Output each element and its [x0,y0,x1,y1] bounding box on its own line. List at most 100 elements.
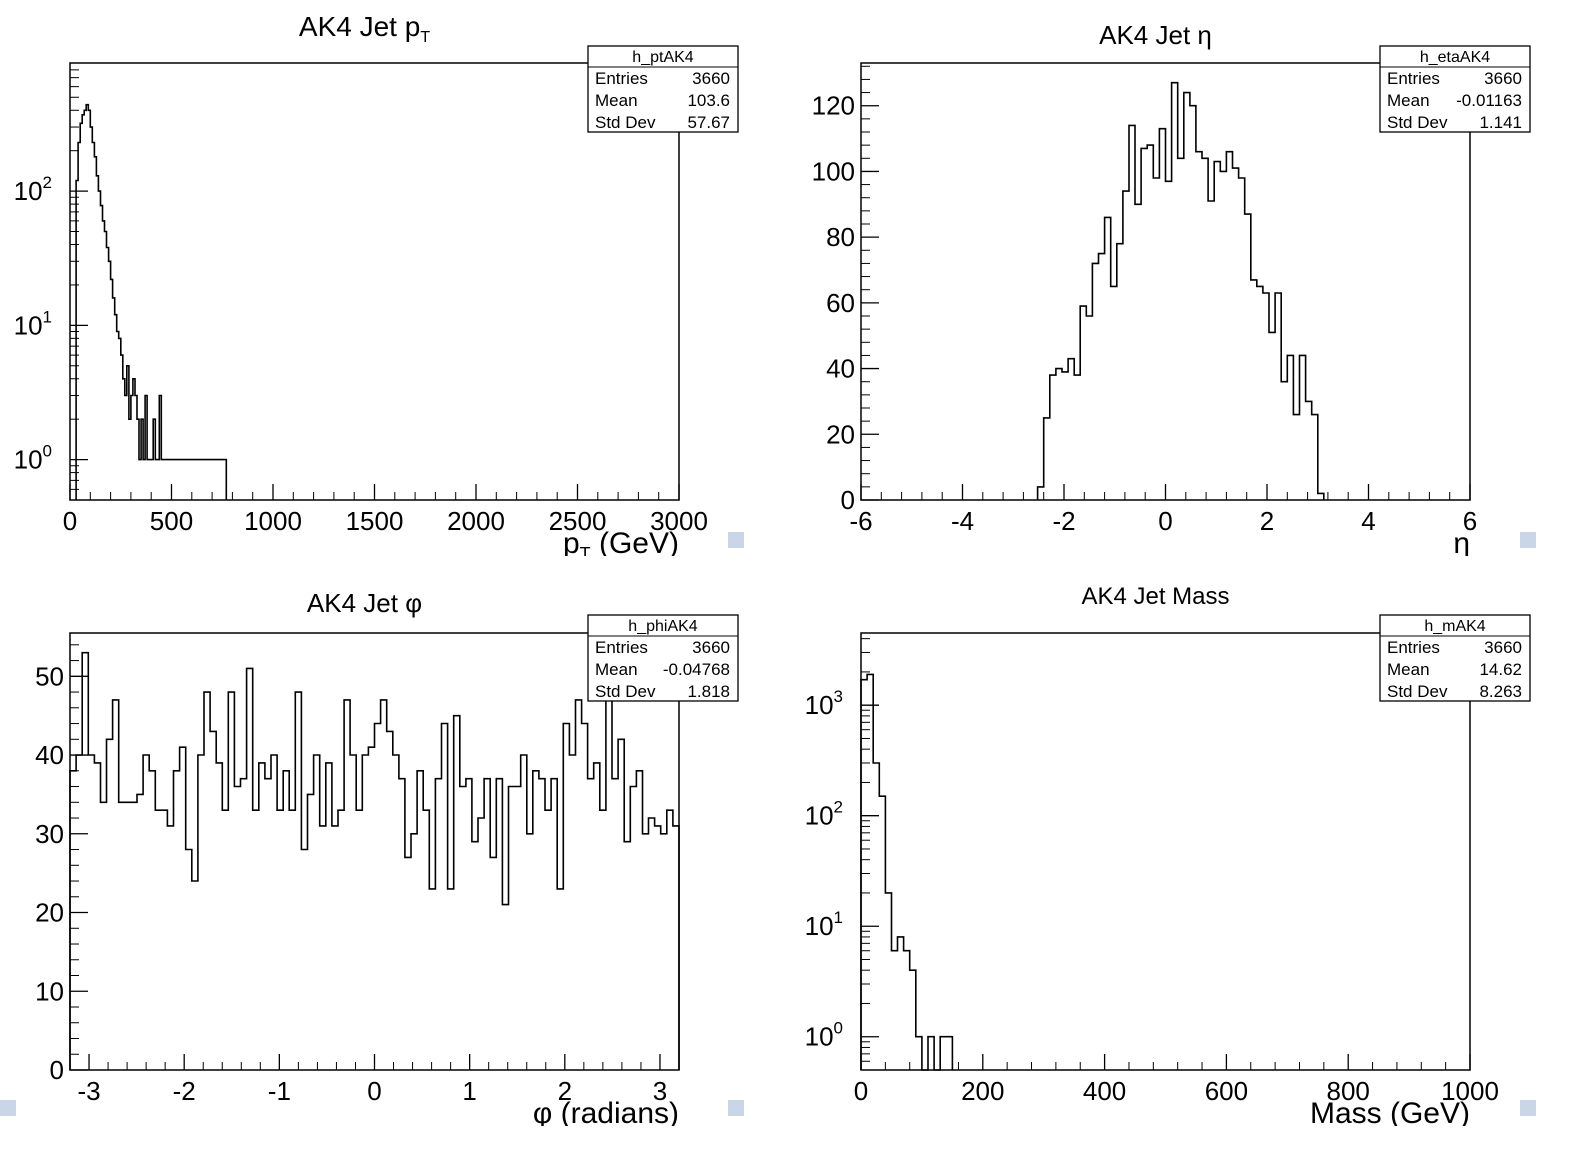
histogram-panel-3: AK4 Jet φ-3 -2 -1 0 1 2 301020304050h_phiAK4En… [35,588,739,1130]
histogram-bin [184,460,186,500]
histogram-bin [216,763,222,1070]
stats-value-entries: 3660 [692,638,730,657]
chart-title: AK4 Jet η [1099,20,1212,50]
histogram-bin [1232,168,1238,500]
x-axis-label-main: p [563,527,580,560]
stats-label-std_dev: Std Dev [595,113,656,132]
canvas-corner-handle [1520,532,1536,548]
stats-value-std_dev: 8.263 [1479,682,1522,701]
stats-value-entries: 3660 [1484,638,1522,657]
histogram-bin [265,779,271,1070]
stats-label-mean: Mean [1387,91,1430,110]
histogram-bin [417,771,423,1070]
histogram-bin [1306,401,1312,500]
y-tick-exponent: 2 [834,798,843,817]
histogram-bin [149,460,151,500]
stats-label-mean: Mean [595,660,638,679]
histogram-bin [143,755,149,1070]
y-tick-base: 10 [14,310,43,340]
histogram-outline [860,673,954,1071]
y-tick-label: 30 [35,819,64,849]
x-tick-label: 200 [961,1076,1004,1106]
histogram-bin [356,810,362,1070]
histogram-bin [70,771,76,1070]
histogram-bin [910,970,916,1070]
y-tick-exponent: 1 [43,307,52,326]
histogram-bin [253,810,259,1070]
chart-title-text: AK4 Jet Mass [1081,583,1229,610]
histogram-bin [1099,254,1105,500]
histogram-bin [147,460,149,500]
stats-label-std_dev: Std Dev [1387,682,1448,701]
histogram-bin [1147,145,1153,500]
histogram-bin [174,771,180,1070]
y-tick-label: 50 [35,661,64,691]
histogram-bin [1056,369,1062,500]
histogram-outline [75,103,228,500]
stats-box: h_phiAK4 Entries 3660 Mean -0.04768 Std Dev 1.… [587,614,739,702]
stats-label-std_dev: Std Dev [1387,113,1448,132]
y-tick-exponent: 1 [834,908,843,927]
histogram-bin [222,810,228,1070]
histogram-bin [88,755,94,1070]
y-tick-exponent: 3 [834,687,843,706]
histogram-bin [277,810,283,1070]
histogram-bin [1318,493,1324,500]
x-tick-label: 2 [558,1076,572,1106]
y-tick-label: 0 [50,1055,64,1085]
y-tick-label: 101 [14,307,52,340]
histogram-bin [588,779,594,1070]
stats-value-std_dev: 57.67 [687,113,730,132]
label-clip-mask [1270,1126,1490,1150]
histogram-bin [411,834,417,1070]
histogram-bin [1196,152,1202,500]
y-tick-label: 20 [35,898,64,928]
stats-value-mean: -0.04768 [663,660,730,679]
histogram-bin [224,460,226,500]
y-tick-label: 100 [14,442,52,475]
histogram-bin [508,787,514,1070]
histogram-bin [332,826,338,1070]
histogram-bin [1105,217,1111,500]
x-tick-label: -4 [951,506,974,536]
y-tick-base: 10 [805,911,834,941]
x-tick-label: 4 [1361,506,1375,536]
histogram-bin [661,834,667,1070]
histogram-bin [612,779,618,1070]
chart-title-text: AK4 Jet p [299,11,420,42]
histogram-bin [350,755,356,1070]
histogram-bin [149,771,155,1070]
histogram-bin [600,810,606,1070]
histogram-bin [78,143,80,500]
histogram-bin [1068,359,1074,500]
histogram-bin [98,191,100,500]
x-tick-label: 800 [1327,1076,1370,1106]
histogram-bin [82,115,84,500]
histogram-bin [141,419,143,500]
y-tick-label: 40 [35,740,64,770]
histogram-bin [167,460,169,500]
histogram-bin [119,802,125,1070]
y-tick-label: 120 [812,91,855,121]
stats-value-mean: 103.6 [687,91,730,110]
histogram-bin [125,396,127,500]
histogram-bin [1257,286,1263,500]
histogram-bin [630,787,636,1070]
histogram-bin [1208,201,1214,500]
histogram-bin [314,755,320,1070]
histogram-bin [1141,148,1147,500]
histogram-bin [135,396,137,500]
canvas-corner-handle [0,1100,16,1116]
histogram-bin [102,221,104,500]
histogram-bin [582,724,588,1070]
histogram-bin [167,826,173,1070]
histogram-bin [100,802,106,1070]
histogram-bin [1239,178,1245,500]
histogram-bin [94,157,96,500]
histogram-bin [76,180,78,500]
histogram-bin [466,779,472,1070]
histogram-bin [129,419,131,500]
histogram-bin [1159,129,1165,500]
x-axis-label: φ (radians) [533,1097,679,1130]
histogram-bin [655,826,661,1070]
